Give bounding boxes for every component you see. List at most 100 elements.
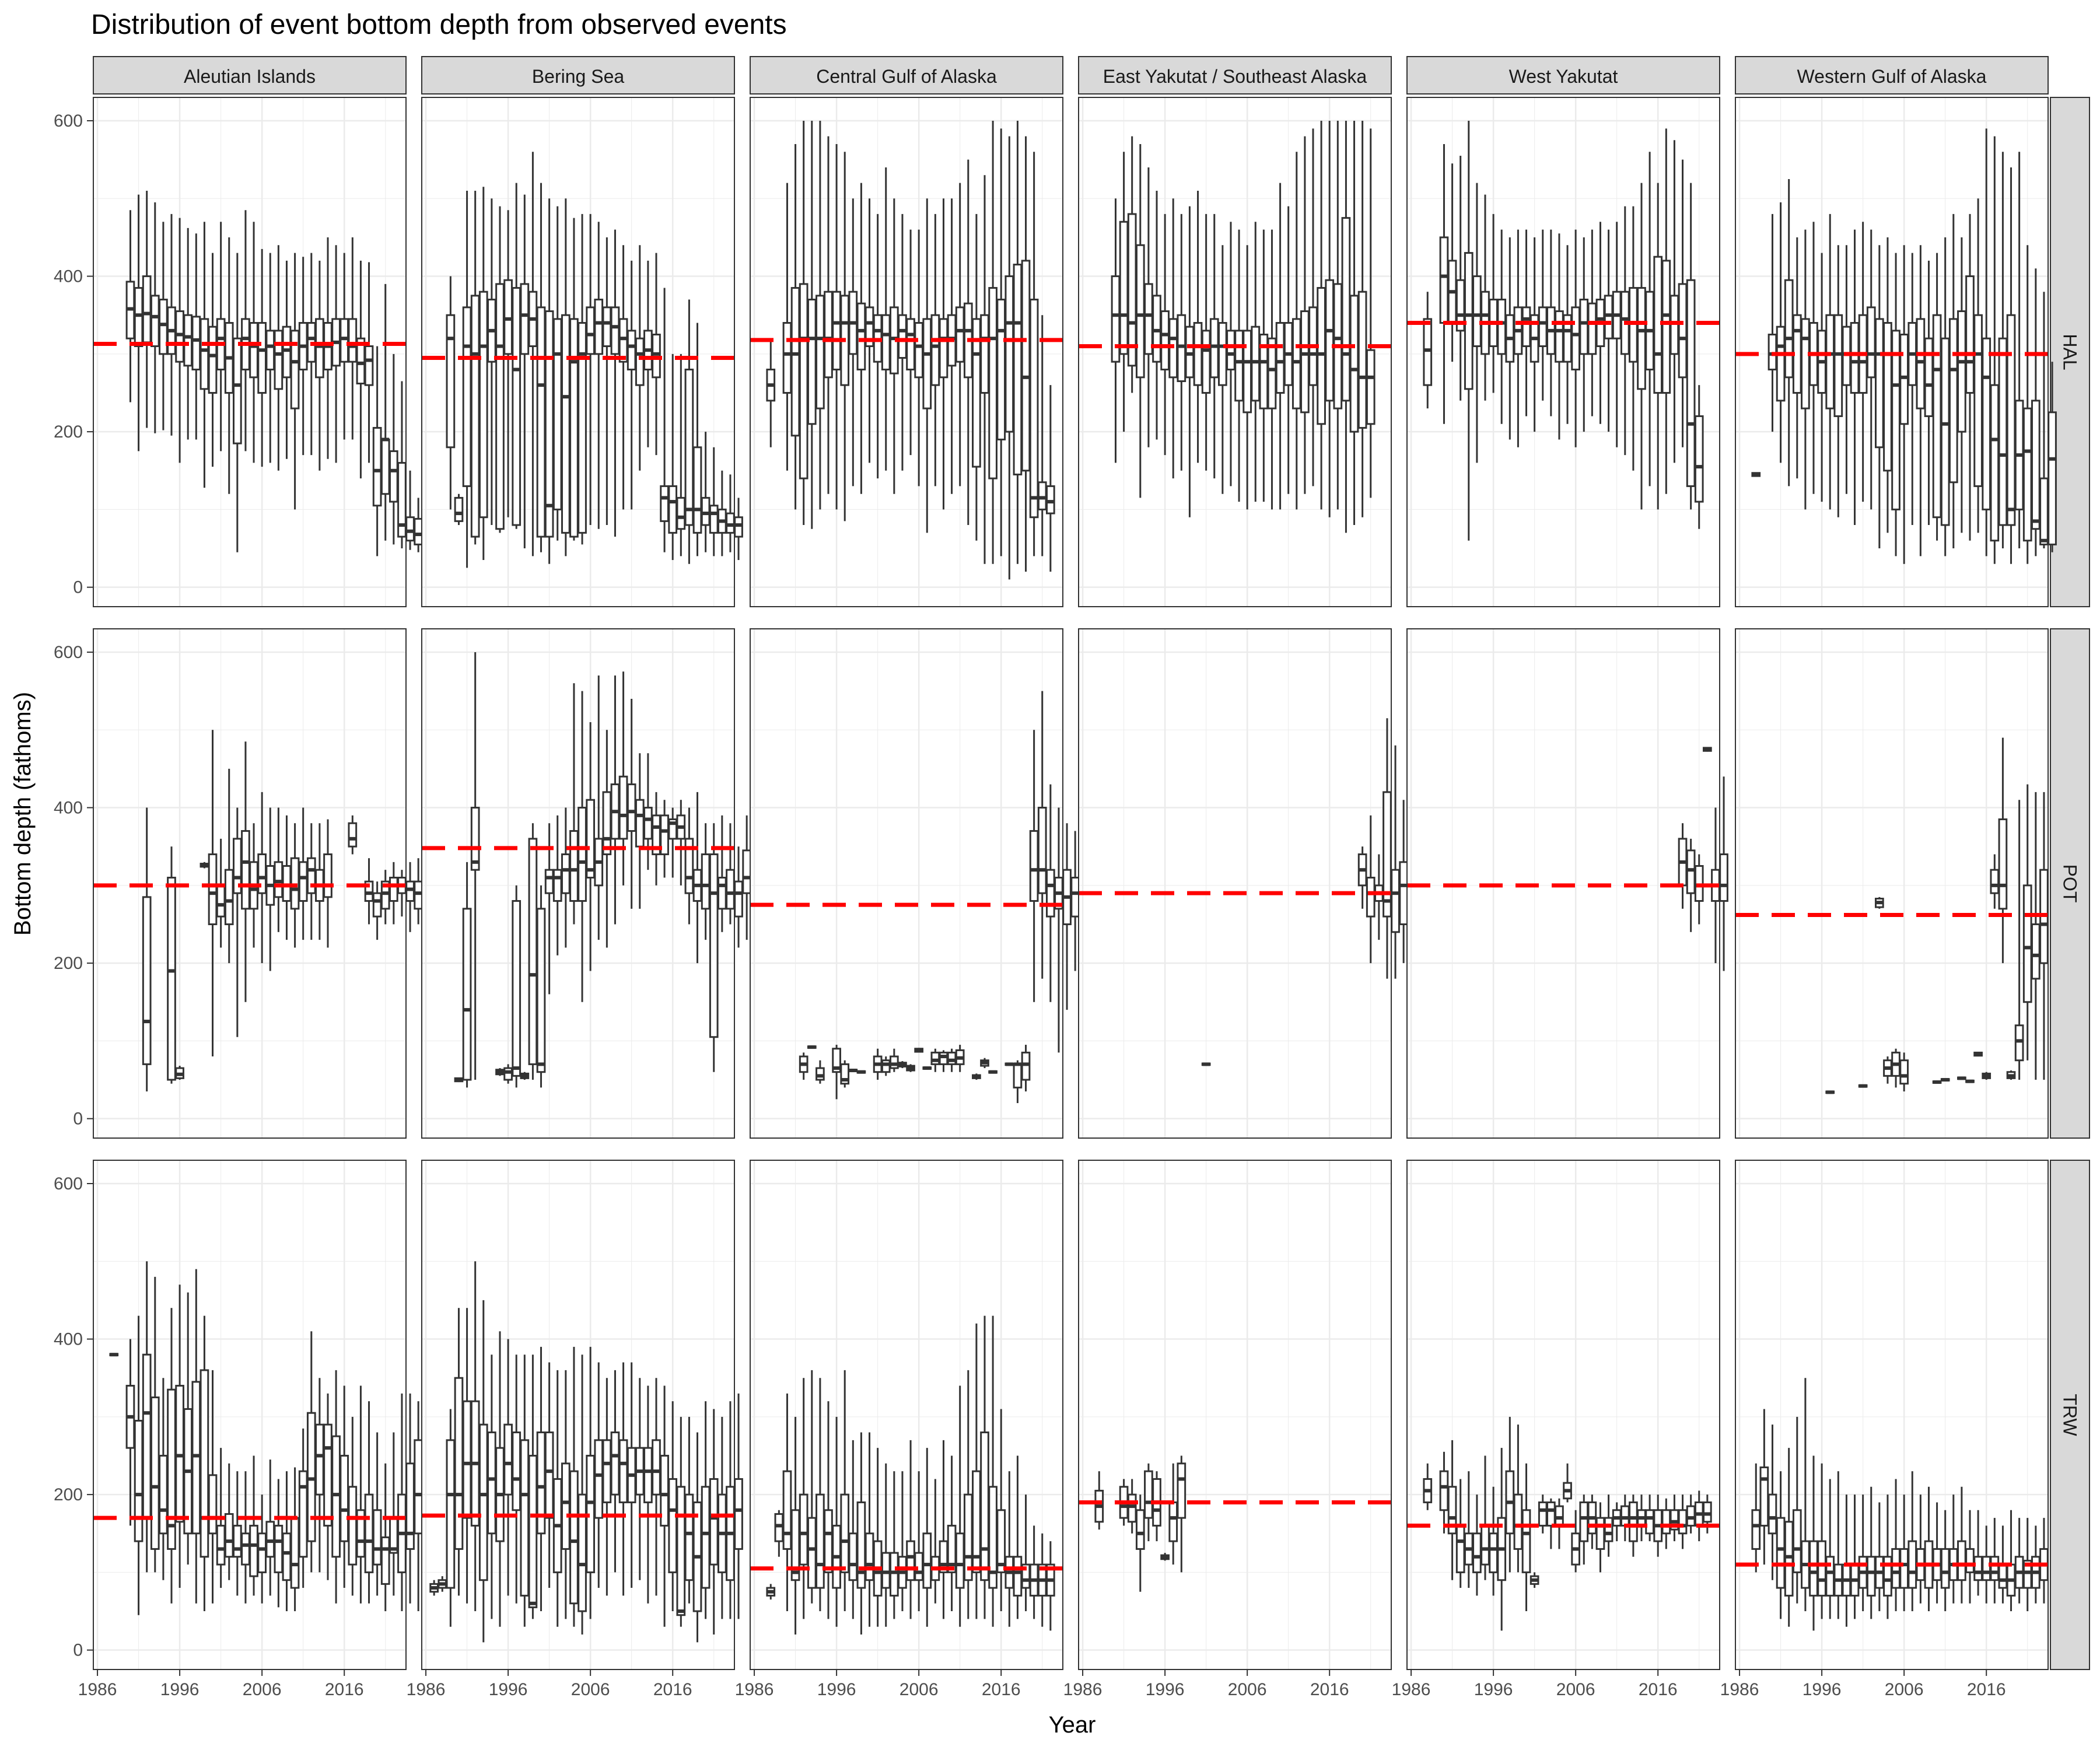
boxplot-2024 (405, 862, 415, 932)
boxplot-2024 (734, 498, 743, 561)
box-iqr (578, 807, 587, 902)
panel-background (1407, 1160, 1720, 1670)
box-iqr (1620, 1505, 1630, 1527)
boxplot-1991 (134, 1315, 144, 1615)
box-iqr (503, 279, 513, 355)
box-iqr (816, 1493, 825, 1589)
facet-strip-west-yakutat (1406, 56, 1720, 94)
boxplot-1995 (824, 1401, 833, 1619)
boxplot-2003 (889, 198, 899, 494)
boxplot-2020 (372, 1432, 382, 1596)
box-iqr (652, 1439, 661, 1496)
x-tick-label: 2016 (653, 1680, 692, 1699)
box-iqr (610, 306, 620, 355)
box-iqr (1472, 275, 1482, 348)
y-tick-label: 0 (73, 1641, 83, 1660)
boxplot-2013 (1957, 1076, 1966, 1080)
box-iqr (1300, 310, 1310, 414)
boxplot-1999 (528, 152, 538, 556)
box-iqr (1940, 1548, 1950, 1589)
box-iqr (232, 337, 242, 444)
boxplot-2023 (1054, 807, 1063, 1053)
panel-trw-central-gulf-of-alaska (750, 1160, 1063, 1670)
box-iqr (618, 318, 628, 363)
boxplot-1996 (503, 210, 513, 517)
box-iqr (2039, 477, 2049, 545)
box-iqr (274, 330, 284, 390)
box-iqr (643, 807, 653, 840)
boxplot-2019 (1678, 159, 1688, 447)
boxplot-1998 (848, 1069, 858, 1073)
box-iqr (1209, 318, 1219, 379)
boxplot-2025 (414, 1401, 424, 1612)
panel-pot-central-gulf-of-alaska (750, 628, 1080, 1139)
box-iqr (1521, 1509, 1531, 1573)
boxplot-2001 (1201, 1062, 1211, 1066)
box-iqr (1538, 306, 1548, 348)
box-iqr (348, 1486, 358, 1566)
boxplot-2001 (216, 1448, 226, 1588)
box-iqr (265, 1521, 275, 1558)
facet-strip-trw (2050, 1160, 2090, 1670)
boxplot-2006 (1571, 1510, 1581, 1573)
box-iqr (1325, 279, 1335, 402)
boxplot-2000 (1521, 229, 1531, 416)
box-iqr (1908, 1540, 1917, 1589)
box-iqr (930, 314, 940, 386)
boxplot-2014 (980, 175, 989, 564)
panel-pot-east-yakutat-southeast-alaska (1078, 628, 1409, 1139)
boxplot-1991 (1447, 163, 1457, 362)
boxplot-1997 (1168, 1463, 1178, 1565)
panel-border (750, 1160, 1063, 1670)
boxplot-2023 (397, 381, 407, 549)
boxplot-2023 (2039, 292, 2049, 549)
boxplot-2002 (552, 206, 562, 541)
boxplot-2002 (224, 1463, 234, 1580)
box-iqr (1201, 330, 1211, 394)
box-iqr (150, 295, 160, 348)
box-iqr (1965, 1548, 1975, 1573)
boxplot-1995 (495, 1331, 505, 1627)
box-iqr (224, 869, 234, 925)
boxplot-2017 (348, 815, 358, 855)
boxplot-2005 (906, 1064, 915, 1072)
y-tick-label: 200 (54, 954, 83, 973)
boxplot-1996 (503, 1064, 513, 1084)
box-iqr (676, 1486, 686, 1616)
boxplot-2002 (881, 1056, 891, 1076)
box-iqr (561, 1462, 570, 1550)
boxplot-1991 (462, 190, 472, 568)
box-iqr (1275, 322, 1285, 394)
boxplot-2020 (1357, 846, 1367, 909)
boxplot-2018 (1998, 152, 2008, 549)
boxplot-1996 (1160, 214, 1170, 456)
boxplot-2002 (224, 768, 234, 964)
boxplot-2012 (1948, 1494, 1958, 1604)
panel-trw-west-yakutat (1406, 1160, 1720, 1670)
boxplot-1997 (840, 1060, 850, 1088)
box-iqr (372, 1509, 382, 1566)
x-tick-label: 1986 (1063, 1680, 1102, 1699)
box-iqr (454, 1377, 464, 1550)
x-tick-label: 1996 (1803, 1680, 1842, 1699)
panel-pot-bering-sea (421, 628, 752, 1139)
box-iqr (1292, 318, 1301, 410)
boxplot-2010 (947, 1048, 957, 1072)
box-iqr (799, 283, 808, 480)
y-tick-label: 600 (54, 111, 83, 131)
box-iqr (1686, 279, 1696, 487)
box-iqr (881, 314, 891, 370)
boxplot-2025 (1070, 831, 1080, 971)
boxplot-2016 (996, 128, 1006, 556)
boxplot-2007 (922, 198, 932, 533)
panel-pot-aleutian-islands (93, 628, 424, 1139)
box-iqr (208, 1474, 218, 1535)
box-iqr (864, 1532, 874, 1581)
boxplot-2004 (569, 218, 579, 541)
box-iqr (996, 299, 1006, 440)
panel-background (750, 629, 1063, 1138)
box-iqr (684, 368, 694, 526)
box-iqr (142, 275, 152, 344)
boxplot-1998 (1833, 1471, 1843, 1619)
box-iqr (701, 496, 710, 526)
